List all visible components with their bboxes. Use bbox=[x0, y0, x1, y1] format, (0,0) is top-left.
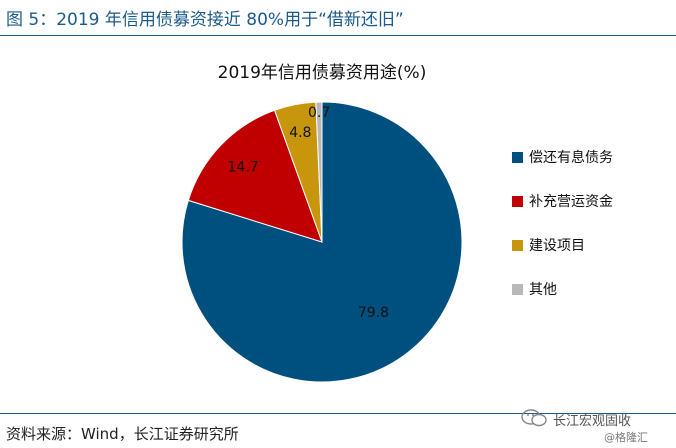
pie-data-labels: 79.8 14.7 4.8 0.7 bbox=[228, 105, 390, 321]
pie-slice-other bbox=[315, 101, 323, 243]
data-label-working-capital: 14.7 bbox=[228, 160, 259, 176]
legend-label-other: 其他 bbox=[529, 282, 557, 298]
source-note: 资料来源：Wind，长江证券研究所 bbox=[6, 425, 239, 443]
legend-swatch-other bbox=[512, 284, 523, 295]
pie-chart: 2019年信用债募资用途(%) 79.8 14.7 4.8 0.7 偿还有息债务补充营… bbox=[181, 63, 613, 383]
data-label-other: 0.7 bbox=[308, 105, 330, 121]
data-label-construction: 4.8 bbox=[289, 125, 311, 141]
watermark-account: 长江宏观固收 bbox=[553, 414, 632, 429]
legend-label-debt-repayment: 偿还有息债务 bbox=[529, 149, 613, 166]
legend-swatch-construction bbox=[512, 240, 523, 251]
pie-slice-working-capital bbox=[187, 109, 323, 243]
top-divider bbox=[0, 35, 676, 36]
pie-slices bbox=[181, 101, 463, 383]
bottom-divider bbox=[0, 413, 676, 414]
legend-swatch-working-capital bbox=[512, 196, 523, 207]
legend-swatch-debt-repayment bbox=[512, 152, 523, 163]
figure-title: 图 5：2019 年信用债募资接近 80%用于“借新还旧” bbox=[6, 10, 404, 30]
data-label-debt-repayment: 79.8 bbox=[358, 305, 389, 321]
wechat-icon bbox=[521, 409, 547, 427]
watermark-handle: @格隆汇 bbox=[604, 431, 648, 444]
legend-label-working-capital: 补充营运资金 bbox=[529, 194, 613, 210]
chart-title: 2019年信用债募资用途(%) bbox=[218, 63, 427, 83]
legend-label-construction: 建设项目 bbox=[529, 238, 585, 254]
